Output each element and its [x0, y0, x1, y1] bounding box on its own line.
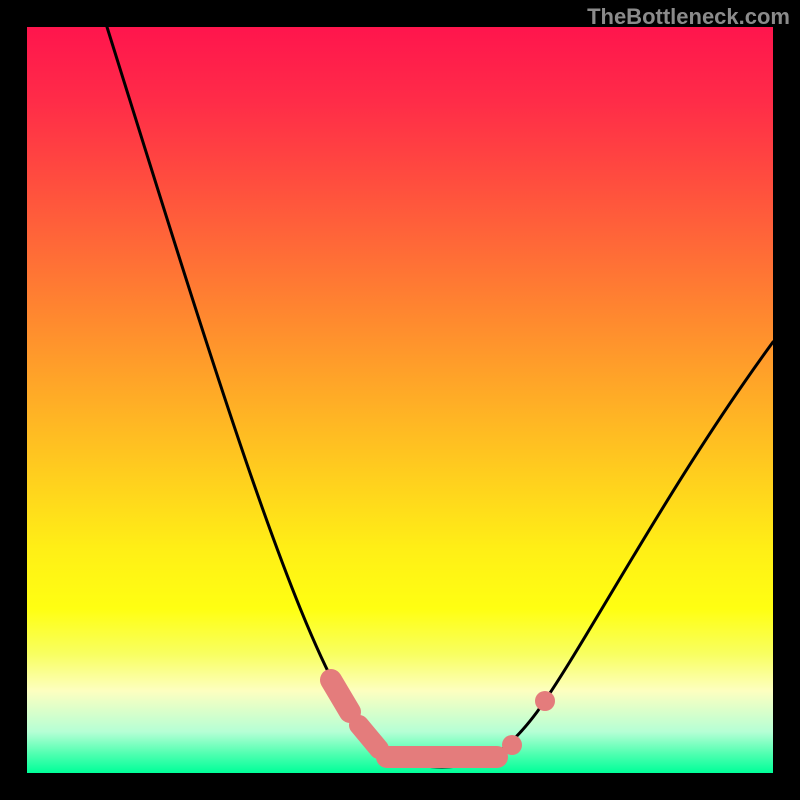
gradient-background [27, 27, 773, 773]
chart-svg [27, 27, 773, 773]
marker-dot [535, 691, 555, 711]
chart-frame: TheBottleneck.com [0, 0, 800, 800]
marker-dot [502, 735, 522, 755]
plot-area [27, 27, 773, 773]
